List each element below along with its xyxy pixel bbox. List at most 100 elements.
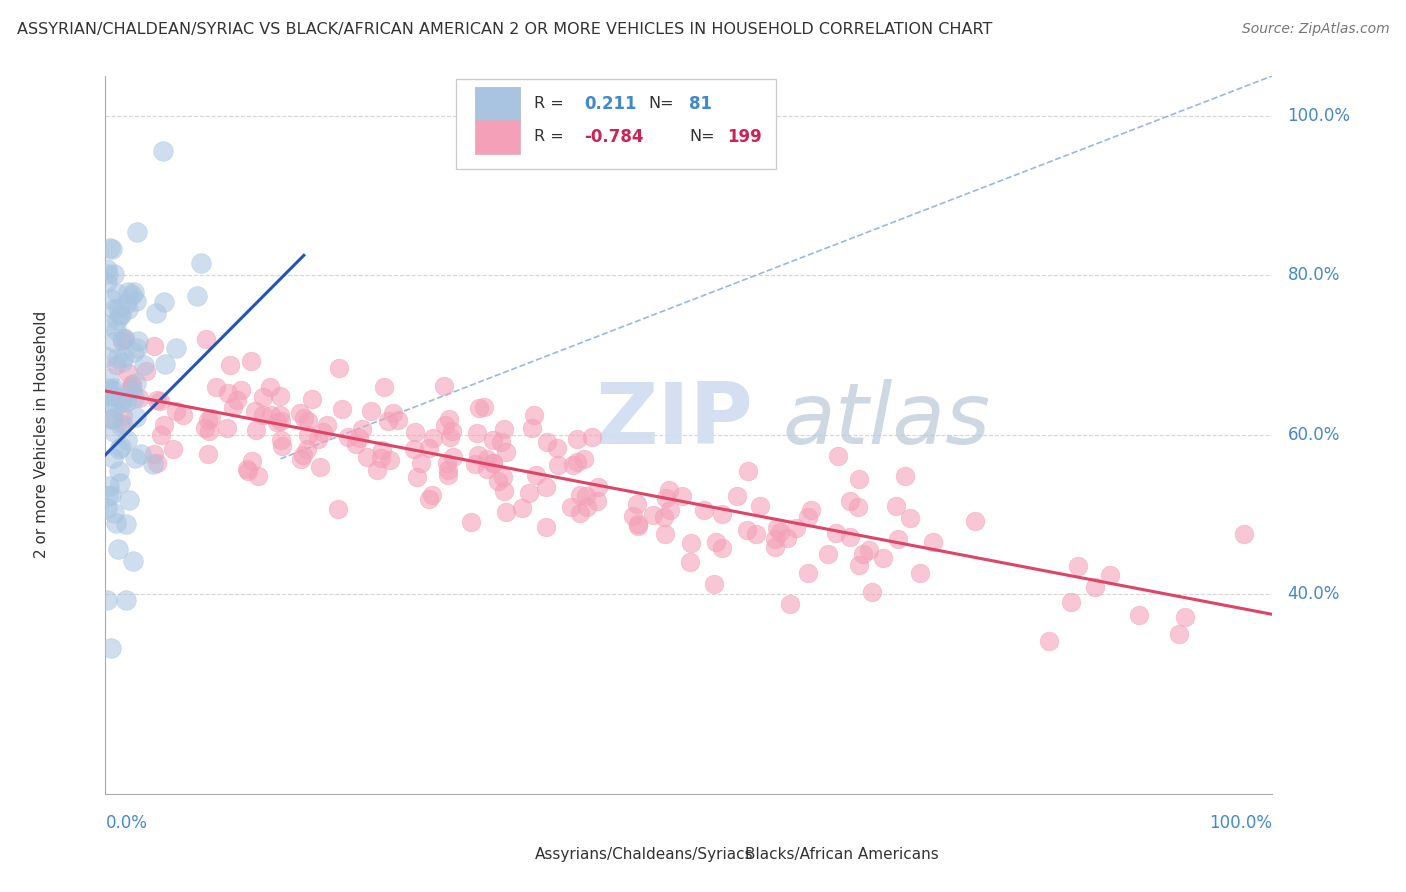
Point <box>536 480 558 494</box>
Point <box>142 339 165 353</box>
Point <box>569 506 592 520</box>
Point <box>510 501 533 516</box>
Point <box>121 554 143 568</box>
Point <box>121 379 143 393</box>
Point <box>711 507 734 521</box>
Point <box>269 408 291 422</box>
Point <box>97 371 120 385</box>
Text: Source: ZipAtlas.com: Source: ZipAtlas.com <box>1241 22 1389 37</box>
Point <box>117 433 139 447</box>
Point <box>328 502 350 516</box>
Point <box>492 470 515 484</box>
Point <box>97 381 120 395</box>
Point <box>824 526 846 541</box>
Point <box>436 456 458 470</box>
Point <box>626 497 648 511</box>
Point <box>236 464 259 478</box>
Point <box>111 332 134 346</box>
Point <box>118 382 141 396</box>
Point <box>922 535 945 549</box>
Point <box>627 517 650 532</box>
Point <box>96 592 118 607</box>
Point <box>884 499 907 513</box>
Point <box>129 447 152 461</box>
Point <box>260 409 283 423</box>
Point <box>765 532 787 546</box>
Point <box>128 391 150 405</box>
Point <box>115 593 138 607</box>
Point <box>486 474 509 488</box>
Point <box>404 425 426 440</box>
Point <box>292 448 315 462</box>
Text: 40.0%: 40.0% <box>1288 585 1340 603</box>
Point <box>382 406 405 420</box>
Point <box>409 456 432 470</box>
Point <box>725 489 748 503</box>
Point <box>128 334 150 348</box>
Point <box>575 489 598 503</box>
Point <box>380 452 402 467</box>
Point <box>110 476 132 491</box>
Point <box>872 551 894 566</box>
Point <box>494 422 516 436</box>
Point <box>145 306 167 320</box>
FancyBboxPatch shape <box>475 120 520 154</box>
Point <box>162 442 184 457</box>
Point <box>121 376 143 391</box>
Point <box>96 262 118 277</box>
Point <box>217 385 239 400</box>
Point <box>565 455 588 469</box>
Point <box>827 449 849 463</box>
Point <box>103 334 125 349</box>
Point <box>125 342 148 356</box>
Point <box>627 519 650 533</box>
Point <box>98 479 121 493</box>
Point <box>100 412 122 426</box>
Point <box>623 509 645 524</box>
Point <box>852 547 875 561</box>
FancyBboxPatch shape <box>502 846 527 865</box>
Point <box>101 383 124 397</box>
Point <box>297 415 319 429</box>
Point <box>523 408 546 422</box>
FancyBboxPatch shape <box>713 846 738 865</box>
Point <box>748 499 770 513</box>
Text: 199: 199 <box>727 128 762 146</box>
Point <box>838 494 860 508</box>
Point <box>561 458 583 473</box>
Point <box>125 226 148 240</box>
Text: ASSYRIAN/CHALDEAN/SYRIAC VS BLACK/AFRICAN AMERICAN 2 OR MORE VEHICLES IN HOUSEHO: ASSYRIAN/CHALDEAN/SYRIAC VS BLACK/AFRICA… <box>17 22 993 37</box>
Point <box>495 444 517 458</box>
Point <box>240 354 263 368</box>
Point <box>96 500 118 515</box>
Point <box>101 450 124 465</box>
Text: atlas: atlas <box>782 379 990 462</box>
Point <box>900 511 922 525</box>
Point <box>464 457 486 471</box>
Point <box>259 380 281 394</box>
Point <box>110 392 132 406</box>
Point <box>297 427 319 442</box>
Point <box>769 525 792 540</box>
Point <box>245 423 267 437</box>
Point <box>97 267 120 281</box>
Point <box>838 530 860 544</box>
Point <box>817 547 839 561</box>
Point <box>534 520 557 534</box>
Point <box>115 516 138 531</box>
Point <box>576 500 599 514</box>
Point <box>481 456 503 470</box>
Point <box>406 469 429 483</box>
Point <box>301 392 323 407</box>
Text: 0.211: 0.211 <box>583 95 637 112</box>
Point <box>107 285 129 300</box>
Point <box>155 357 177 371</box>
Point <box>97 489 120 503</box>
Point <box>124 410 146 425</box>
FancyBboxPatch shape <box>456 79 776 169</box>
Text: R =: R = <box>534 129 564 145</box>
Point <box>366 463 388 477</box>
Point <box>112 331 135 345</box>
Point <box>330 401 353 416</box>
Point <box>785 521 807 535</box>
